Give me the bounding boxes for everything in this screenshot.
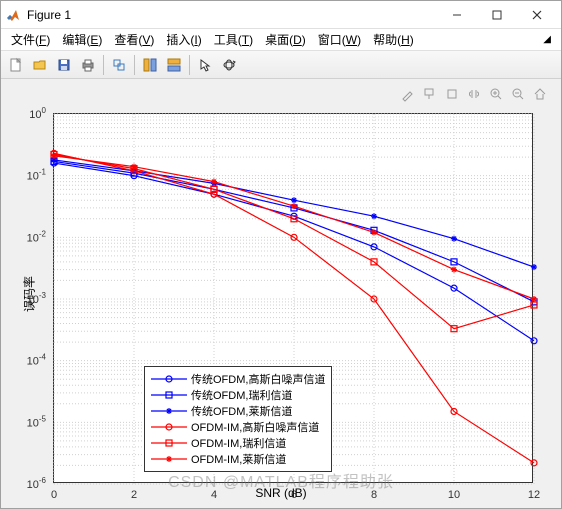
toolbar-sep [189,55,190,75]
home-icon[interactable] [531,85,549,103]
menubar: 文件(F)编辑(E)查看(V)插入(I)工具(T)桌面(D)窗口(W)帮助(H)… [1,29,561,51]
open-button[interactable] [29,54,51,76]
pan-icon[interactable] [465,85,483,103]
menu-overflow[interactable]: ◢ [537,34,557,45]
menu-e[interactable]: 编辑(E) [56,29,108,50]
figure-window: Figure 1 文件(F)编辑(E)查看(V)插入(I)工具(T)桌面(D)窗… [0,0,562,509]
maximize-button[interactable] [477,2,517,28]
save-button[interactable] [53,54,75,76]
legend-label: OFDM-IM,瑞利信道 [191,435,286,451]
svg-text:10-5: 10-5 [27,414,47,429]
legend[interactable]: 传统OFDM,高斯白噪声信道传统OFDM,瑞利信道传统OFDM,莱斯信道OFDM… [144,366,332,472]
close-button[interactable] [517,2,557,28]
toolbar [1,51,561,79]
menu-w[interactable]: 窗口(W) [312,29,367,50]
menu-v[interactable]: 查看(V) [108,29,160,50]
minimize-button[interactable] [437,2,477,28]
svg-text:2: 2 [131,489,137,501]
pointer-button[interactable] [194,54,216,76]
legend-label: OFDM-IM,高斯白噪声信道 [191,419,319,435]
svg-text:10-6: 10-6 [27,476,47,491]
figure-toolbar [399,85,549,103]
svg-text:10: 10 [448,489,460,501]
svg-text:10-1: 10-1 [27,168,47,183]
legend-label: 传统OFDM,瑞利信道 [191,387,292,403]
matlab-icon [5,7,21,23]
plot-area: 误码率 02468101210-610-510-410-310-210-1100… [1,79,561,508]
menu-t[interactable]: 工具(T) [208,29,259,50]
svg-text:12: 12 [528,489,540,501]
svg-text:10-4: 10-4 [27,353,47,368]
legend-label: OFDM-IM,莱斯信道 [191,451,286,467]
window-title: Figure 1 [27,8,437,22]
rotate-button[interactable] [218,54,240,76]
svg-text:0: 0 [51,489,57,501]
watermark: CSDN @MATLAB程序程助张 [168,468,394,492]
toolbar-sep [134,55,135,75]
rotate3d-icon[interactable] [443,85,461,103]
legend-label: 传统OFDM,莱斯信道 [191,403,292,419]
link-button[interactable] [108,54,130,76]
menu-h[interactable]: 帮助(H) [367,29,420,50]
axes[interactable]: 02468101210-610-510-410-310-210-1100 传统O… [53,113,533,483]
brush-icon[interactable] [399,85,417,103]
datacursor-button[interactable] [139,54,161,76]
legend-label: 传统OFDM,高斯白噪声信道 [191,371,325,387]
svg-text:100: 100 [29,106,46,121]
zoomin-icon[interactable] [487,85,505,103]
menu-f[interactable]: 文件(F) [5,29,56,50]
print-button[interactable] [77,54,99,76]
titlebar: Figure 1 [1,1,561,29]
svg-text:10-3: 10-3 [27,291,47,306]
colorbar-button[interactable] [163,54,185,76]
toolbar-sep [103,55,104,75]
svg-text:10-2: 10-2 [27,229,47,244]
datatip-icon[interactable] [421,85,439,103]
menu-d[interactable]: 桌面(D) [259,29,312,50]
new-button[interactable] [5,54,27,76]
zoomout-icon[interactable] [509,85,527,103]
menu-i[interactable]: 插入(I) [160,29,207,50]
